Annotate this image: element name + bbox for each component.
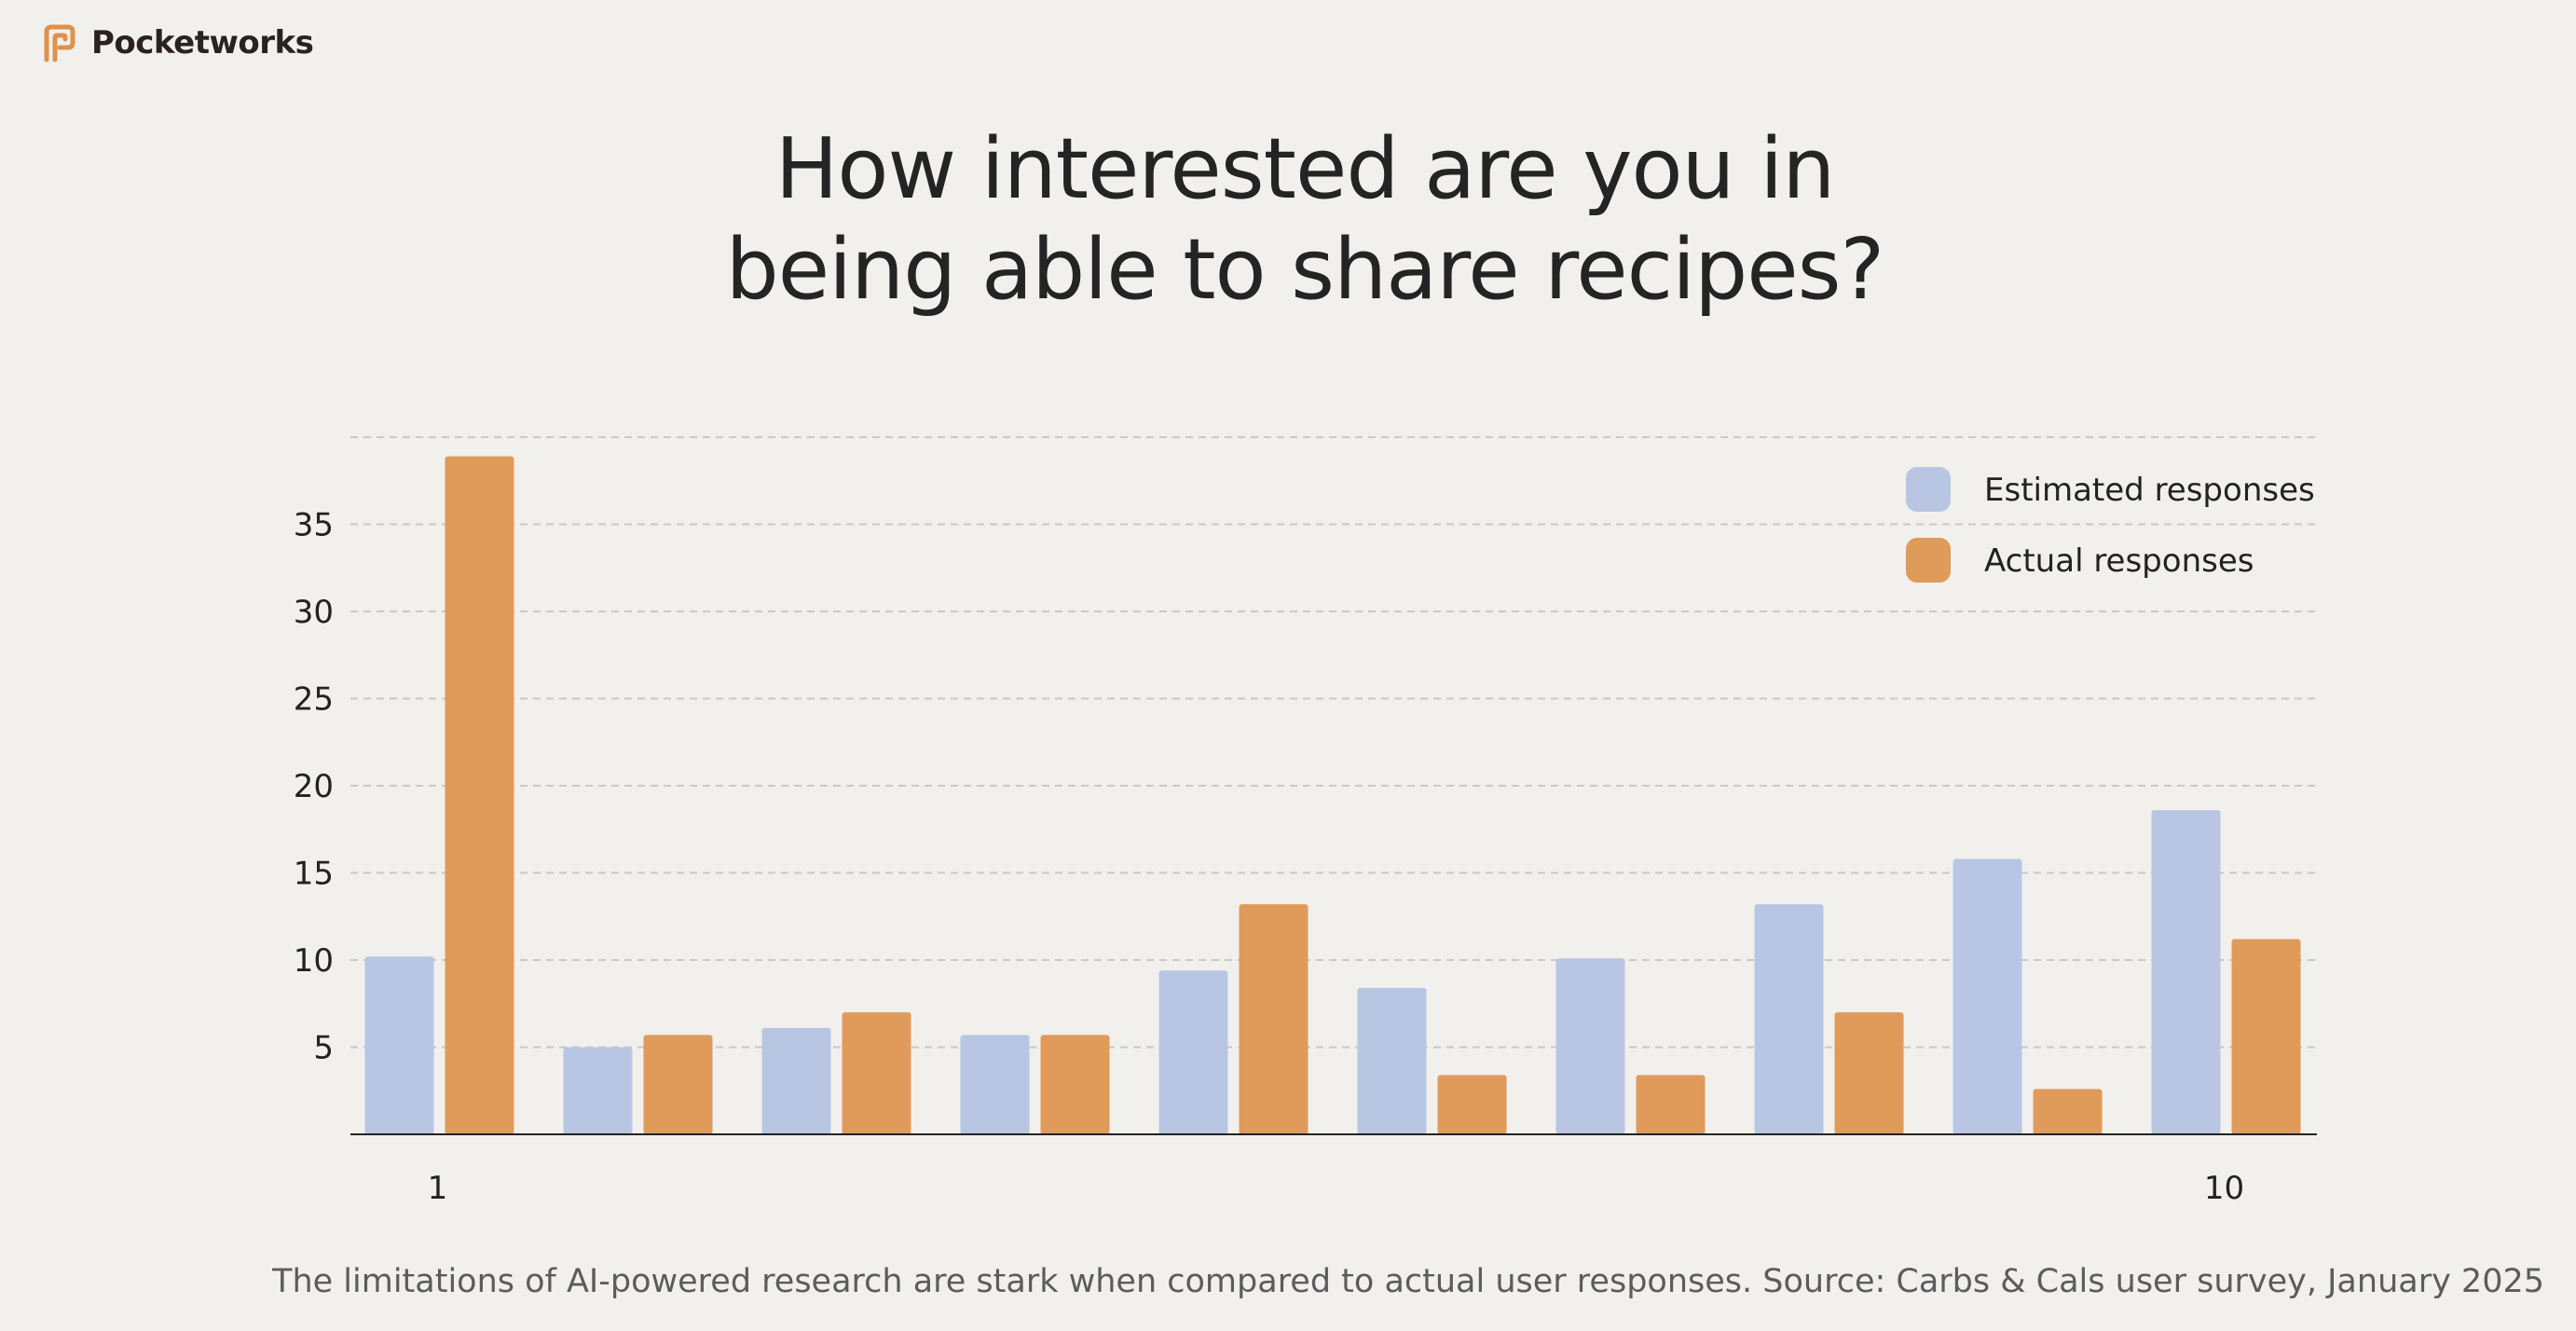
bar-estimated	[1754, 904, 1824, 1134]
bar-estimated	[364, 956, 434, 1134]
y-tick-label: 20	[294, 768, 334, 805]
bar-actual	[643, 1035, 713, 1134]
bar-actual	[2033, 1089, 2103, 1134]
bar-estimated	[1555, 958, 1625, 1134]
y-tick-label: 15	[294, 856, 334, 893]
y-tick-label: 35	[294, 507, 334, 544]
y-tick-label: 25	[294, 681, 334, 719]
legend-label-actual: Actual responses	[1984, 542, 2254, 580]
bar-estimated	[960, 1035, 1030, 1134]
bar-estimated	[1953, 858, 2022, 1134]
chart-title-line-1: How interested are you in	[774, 120, 1836, 218]
bar-estimated	[2151, 810, 2221, 1134]
bar-actual	[1239, 904, 1309, 1134]
brand-name: Pocketworks	[91, 24, 314, 62]
y-tick-label: 5	[313, 1030, 334, 1067]
bar-actual	[1437, 1075, 1507, 1134]
legend-swatch-estimated	[1906, 467, 1951, 512]
legend-label-estimated: Estimated responses	[1984, 472, 2315, 509]
legend-swatch-actual	[1906, 538, 1951, 583]
x-tick-label: 10	[2204, 1170, 2244, 1207]
bar-estimated	[761, 1027, 831, 1134]
bar-actual	[2231, 939, 2301, 1134]
bar-actual	[1040, 1035, 1110, 1134]
pocketworks-logo-icon	[44, 24, 75, 62]
bar-chart: 5 10 15 20 25 30 35 1 10 Estimated responses Actua…	[294, 436, 2317, 1207]
chart-title-line-2: being able to share recipes?	[725, 221, 1885, 319]
x-tick-label: 1	[428, 1170, 448, 1207]
footnote: The limitations of AI-powered research a…	[272, 1263, 2544, 1300]
bar-actual	[842, 1012, 911, 1134]
brand: Pocketworks	[41, 22, 314, 63]
y-tick-label: 10	[294, 942, 334, 980]
y-tick-label: 30	[294, 594, 334, 631]
bar-actual	[445, 456, 514, 1134]
bar-actual	[1834, 1012, 1904, 1134]
chart-title: How interested are you in being able to …	[0, 119, 2576, 321]
bar-estimated	[1357, 987, 1427, 1134]
bar-estimated	[1158, 970, 1228, 1134]
bar-actual	[1636, 1075, 1706, 1134]
bar-estimated	[563, 1047, 633, 1134]
